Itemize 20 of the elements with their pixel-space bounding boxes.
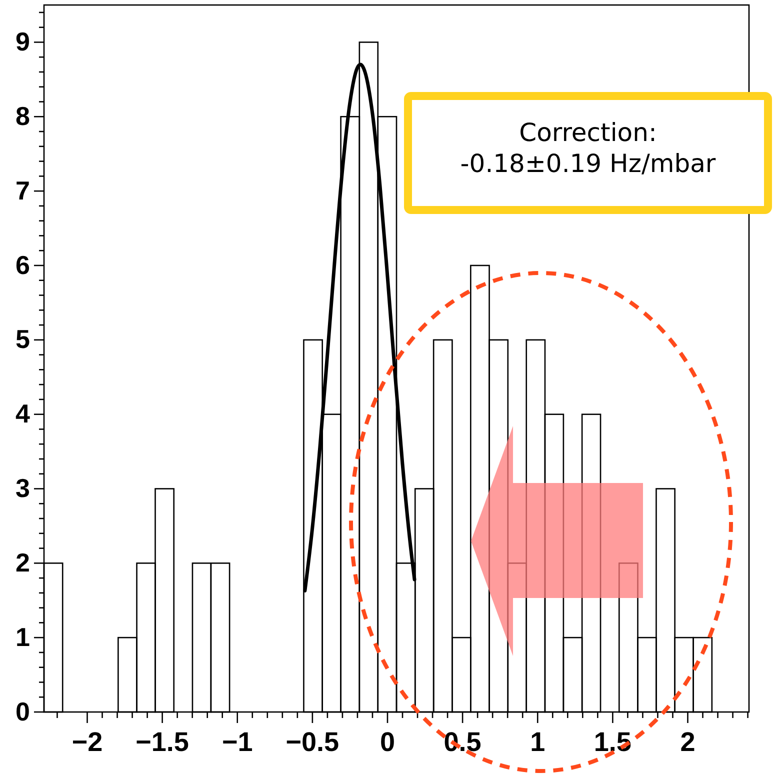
x-tick-label: −1 <box>222 727 253 758</box>
x-tick-label: 2 <box>680 727 696 758</box>
y-tick-label: 9 <box>16 26 30 57</box>
line-series <box>303 62 416 592</box>
y-tick-label: 4 <box>16 398 31 429</box>
x-tick-label: 0 <box>380 727 396 758</box>
y-tick-label: 2 <box>16 547 30 578</box>
x-tick-label: −0.5 <box>286 727 340 758</box>
x-tick-label: −1.5 <box>136 727 189 758</box>
y-tick-label: 6 <box>16 250 30 280</box>
y-tick-label: 7 <box>16 175 30 206</box>
y-tick-label: 0 <box>16 696 30 726</box>
y-tick-label: 8 <box>16 100 30 131</box>
annotation: Correction: -0.18±0.19 Hz/mbar <box>460 118 716 178</box>
y-tick-label: 3 <box>16 473 30 504</box>
x-tick-label: 0.5 <box>444 727 482 758</box>
y-tick-label: 5 <box>16 324 30 354</box>
x-tick-label: −2 <box>72 727 103 758</box>
y-tick-label: 1 <box>16 622 30 652</box>
x-tick-label: 1 <box>530 727 546 758</box>
